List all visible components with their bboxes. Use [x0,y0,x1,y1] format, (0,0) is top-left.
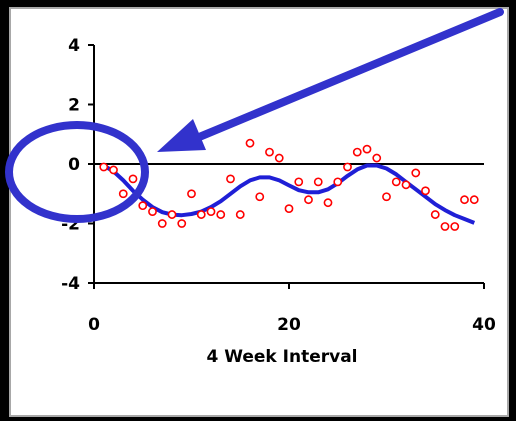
data-point [118,189,128,199]
data-point [411,168,421,178]
highlight-ellipse [5,121,149,223]
data-point [343,162,352,172]
data-point [255,192,265,202]
data-point [352,147,362,157]
data-point [430,210,440,219]
data-point [313,177,323,187]
data-point [206,207,216,216]
annotation-arrow-shaft [188,8,504,144]
annotation-arrow-head [157,119,206,152]
data-point [469,195,479,205]
data-point [401,180,411,190]
data-point [245,138,255,148]
data-point [148,207,157,216]
data-point [177,219,187,228]
x-axis-title: 4 Week Interval [206,347,357,367]
y-tick-label: -4 [61,274,80,294]
data-point [196,210,206,219]
data-point [235,210,245,219]
data-point [274,153,284,163]
data-point [265,147,274,157]
data-point [167,210,177,219]
fit-curve-line [102,163,476,225]
x-tick-label: 20 [277,315,301,335]
data-point [460,195,469,205]
y-tick-label: 4 [68,36,80,56]
data-point [138,201,148,211]
x-tick-label: 0 [88,315,100,335]
data-point [372,153,382,163]
data-point [440,222,450,231]
data-point [421,186,430,196]
data-point [226,174,235,184]
x-tick-label: 40 [472,315,496,335]
data-point [362,144,372,154]
data-point [294,177,304,187]
data-point [391,177,401,187]
data-point [382,192,391,202]
plot-area: 420-2-40 20 404 Week Interval [61,36,496,367]
data-point [157,219,167,228]
data-point [128,174,138,184]
data-point [450,222,460,231]
data-point [284,204,294,214]
data-point [109,165,118,175]
y-tick-label: 0 [68,155,80,175]
y-tick-label: 2 [68,96,80,116]
data-point [99,162,109,172]
data-point [304,195,313,205]
data-point [323,198,333,208]
data-point [333,177,343,187]
data-point [187,189,196,199]
data-point [216,210,226,219]
